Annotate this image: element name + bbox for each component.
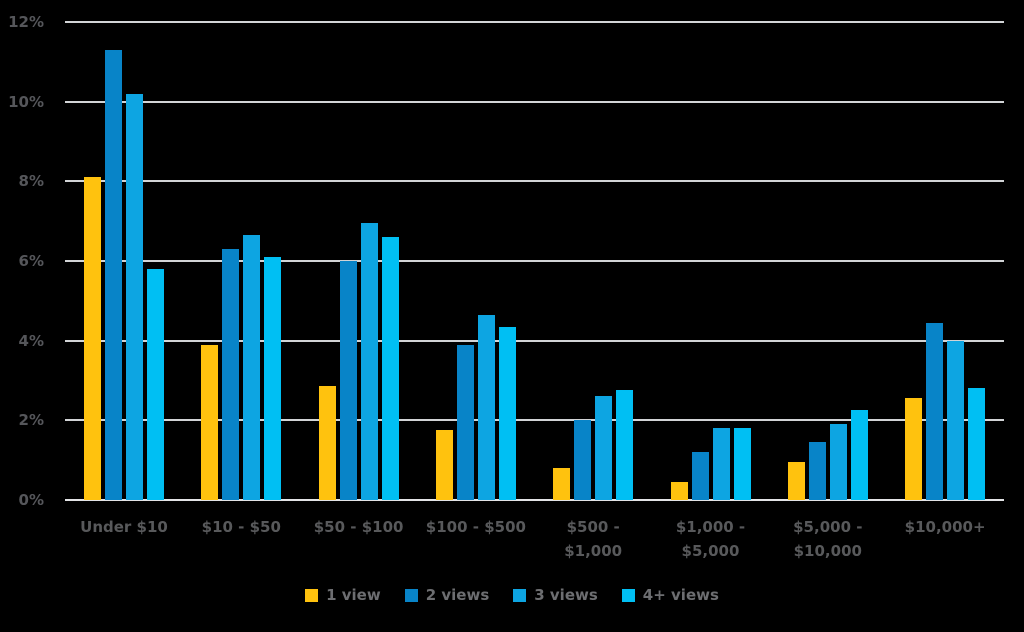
gridline-2% xyxy=(65,419,1004,422)
bar-1-view xyxy=(201,344,219,500)
legend-label: 2 views xyxy=(425,586,490,604)
legend-item-4+-views: 4+ views xyxy=(621,586,719,604)
category-label: $10 - $50 xyxy=(201,518,281,536)
category-label: $10,000+ xyxy=(904,518,986,536)
bar-1-view xyxy=(84,177,101,500)
bar-1-view xyxy=(435,430,453,500)
bar-2-views xyxy=(808,442,826,500)
category-label: $50 - $100 xyxy=(313,518,404,536)
legend-item-3-views: 3 views xyxy=(513,588,598,603)
bar-1-view xyxy=(670,482,688,500)
y-tick-label: 6% xyxy=(18,252,44,270)
gridline-12% xyxy=(65,21,1004,23)
y-tick-label: 8% xyxy=(18,172,44,191)
bar-3-views xyxy=(477,314,495,500)
legend: 1 view 2 views 3 views 4+ views xyxy=(0,588,1024,603)
bar-1-view xyxy=(318,386,336,500)
bar-3-views xyxy=(829,424,847,500)
y-tick-label: 2% xyxy=(18,411,44,430)
bar-2-views xyxy=(222,249,240,500)
y-tick-label: 4% xyxy=(18,331,44,350)
bar-3-views xyxy=(360,223,378,500)
gridline-0% xyxy=(65,499,1004,501)
gridline-6% xyxy=(65,260,1004,262)
bar-1-view xyxy=(905,398,923,500)
legend-item-1-view: 1 view xyxy=(305,588,381,603)
bar-3-views xyxy=(947,340,965,500)
category-label: $5,000 - $10,000 xyxy=(793,518,863,560)
bar-3-views xyxy=(595,396,613,500)
legend-swatch-icon xyxy=(404,589,418,602)
bar-4+-views xyxy=(498,326,516,500)
category-label: Under $10 xyxy=(80,518,168,536)
gridline-4% xyxy=(65,339,1004,342)
y-tick-label: 10% xyxy=(8,92,44,111)
bar-4+-views xyxy=(381,237,399,500)
legend-swatch-icon xyxy=(621,589,635,602)
bar-1-view xyxy=(553,468,571,500)
category-label: $1,000 - $5,000 xyxy=(675,518,746,560)
bar-2-views xyxy=(574,420,592,500)
legend-label: 3 views xyxy=(534,586,598,604)
legend-swatch-icon xyxy=(513,589,527,602)
bar-3-views xyxy=(126,93,143,500)
bar-1-view xyxy=(787,462,805,500)
gridline-10% xyxy=(65,100,1004,103)
y-tick-label: 0% xyxy=(18,491,44,509)
bar-3-views xyxy=(712,428,730,500)
bar-2-views xyxy=(926,322,944,500)
category-label: $500 - $1,000 xyxy=(564,518,623,560)
bar-4+-views xyxy=(616,390,634,500)
bar-2-views xyxy=(456,344,474,500)
legend-label: 4+ views xyxy=(642,586,719,604)
legend-item-2-views: 2 views xyxy=(404,586,490,604)
bar-2-views xyxy=(105,49,122,500)
bar-4+-views xyxy=(264,257,282,500)
bar-2-views xyxy=(339,261,357,500)
bar-4+-views xyxy=(147,268,164,500)
legend-swatch-icon xyxy=(305,589,319,602)
legend-label: 1 view xyxy=(326,586,381,604)
gridline-8% xyxy=(65,180,1004,183)
bar-4+-views xyxy=(850,410,868,500)
bar-2-views xyxy=(691,452,709,500)
bar-4+-views xyxy=(733,428,751,500)
bar-3-views xyxy=(243,235,261,500)
y-tick-label: 12% xyxy=(8,13,44,31)
bar-4+-views xyxy=(968,388,986,500)
category-label: $100 - $500 xyxy=(425,518,526,536)
